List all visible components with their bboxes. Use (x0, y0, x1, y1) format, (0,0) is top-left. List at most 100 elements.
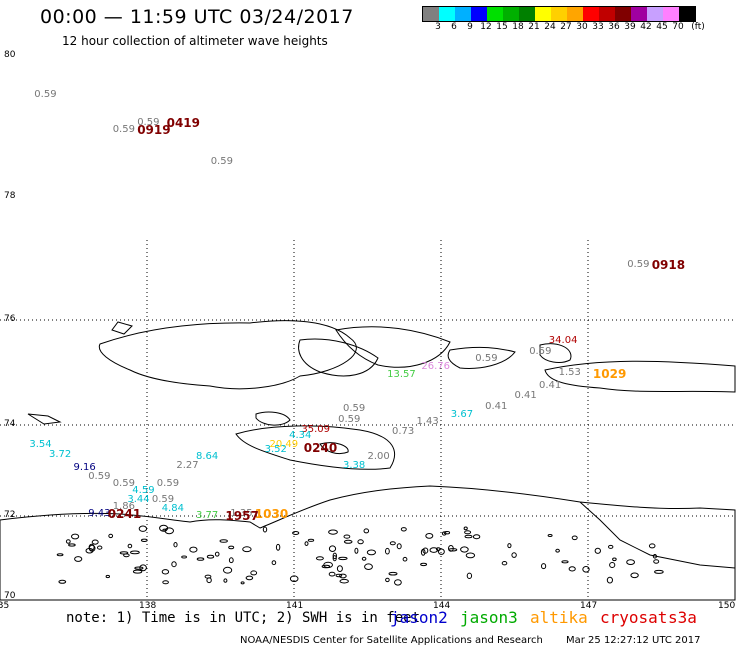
islet (71, 533, 80, 540)
wave-height-label: 34.04 (548, 335, 578, 346)
wave-height-label: 0.59 (156, 478, 180, 490)
wave-height-label: 1.35 (230, 507, 253, 519)
islet (171, 561, 177, 568)
islet (262, 526, 268, 533)
wave-height-label: 4.84 (161, 503, 184, 515)
islet (74, 556, 83, 562)
islet (219, 539, 228, 543)
latitude-label: 74 (4, 419, 16, 429)
islet (388, 571, 398, 576)
latitude-label: 76 (4, 314, 16, 324)
islet (223, 578, 228, 583)
color-scale-tick: 15 (496, 22, 508, 32)
legend-jason3: jason3 (460, 608, 518, 627)
wave-height-label: 1.43 (416, 416, 439, 428)
islet (275, 543, 281, 551)
islet (119, 551, 129, 555)
wave-height-label: 3.54 (29, 439, 52, 451)
islet (332, 552, 337, 560)
islet (328, 529, 338, 535)
islet (609, 562, 616, 568)
island-bunge (335, 326, 451, 368)
coastal-islets (56, 524, 664, 586)
color-scale-tick: 6 (451, 22, 457, 32)
islet (108, 533, 114, 539)
islet (289, 575, 299, 583)
islet (472, 534, 481, 540)
islet (304, 541, 309, 546)
islet (608, 544, 614, 549)
islet (162, 580, 169, 585)
islet (343, 534, 351, 539)
page-title: 00:00 — 11:59 UTC 03/24/2017 (40, 6, 354, 28)
island-bennett (539, 343, 572, 363)
islet (511, 552, 517, 558)
islet (223, 566, 233, 574)
islet (354, 547, 359, 554)
wave-height-label: 9.43 (88, 507, 111, 519)
wave-height-label: 2.27 (176, 459, 199, 471)
islet (606, 576, 614, 584)
color-scale-tick: (ft) (691, 22, 705, 32)
islet (555, 548, 560, 553)
islet (134, 566, 144, 570)
wave-height-label: 4.34 (289, 430, 312, 442)
islet (321, 564, 331, 569)
islet (420, 548, 426, 556)
islet (343, 539, 353, 544)
color-scale-tick: 39 (624, 22, 636, 32)
wave-height-label: 3.67 (450, 408, 474, 420)
islet (438, 548, 445, 555)
color-scale-tick: 36 (608, 22, 620, 32)
islet (56, 553, 64, 557)
coastline (0, 320, 736, 601)
islet (138, 525, 148, 532)
islet (357, 539, 364, 545)
footer-timestamp: Mar 25 12:27:12 UTC 2017 (566, 635, 701, 646)
islet (242, 546, 252, 553)
islet (568, 566, 576, 572)
islet (97, 545, 103, 550)
wave-height-label: 3.77 (196, 510, 219, 521)
islet (271, 560, 277, 566)
islet (328, 571, 336, 577)
wave-height-label: 8.64 (196, 450, 219, 462)
islet (653, 559, 660, 564)
mainland (0, 485, 736, 601)
wave-height-label: 4.59 (132, 484, 155, 496)
wave-height-label: 2.00 (367, 450, 390, 462)
islet (338, 556, 348, 561)
track-time-label: 0918 (651, 257, 686, 272)
islet (420, 562, 428, 567)
map-graticule (0, 240, 735, 600)
track-time-label: 1030 (254, 506, 289, 521)
color-swatch (599, 7, 615, 21)
color-scale-tick: 70 (672, 22, 684, 32)
islet (648, 543, 656, 549)
islet (139, 564, 147, 572)
islet (465, 552, 476, 559)
wave-height-label: 13.57 (387, 369, 416, 381)
islet (396, 543, 402, 550)
wave-height-label: 0.73 (392, 425, 415, 437)
latitude-label: 72 (4, 510, 16, 520)
legend-altika: altika (530, 608, 588, 627)
islet (571, 535, 578, 541)
islet (654, 569, 664, 574)
footer-note: note: 1) Time is in UTC; 2) SWH is in fe… (66, 610, 421, 626)
islet (58, 579, 67, 584)
longitude-label: 144 (433, 601, 451, 611)
islet (161, 569, 170, 575)
islet (140, 538, 148, 542)
islet (65, 539, 71, 544)
color-swatch (583, 7, 599, 21)
color-scale-tick: 33 (592, 22, 604, 32)
islet (389, 541, 396, 546)
islet (88, 543, 95, 551)
islet (332, 555, 337, 562)
island-maly-lyakhovsky (319, 442, 349, 455)
color-scale-tick: 9 (467, 22, 473, 32)
islet (68, 543, 76, 547)
longitude-label: 138 (139, 601, 157, 611)
islet (612, 557, 617, 562)
